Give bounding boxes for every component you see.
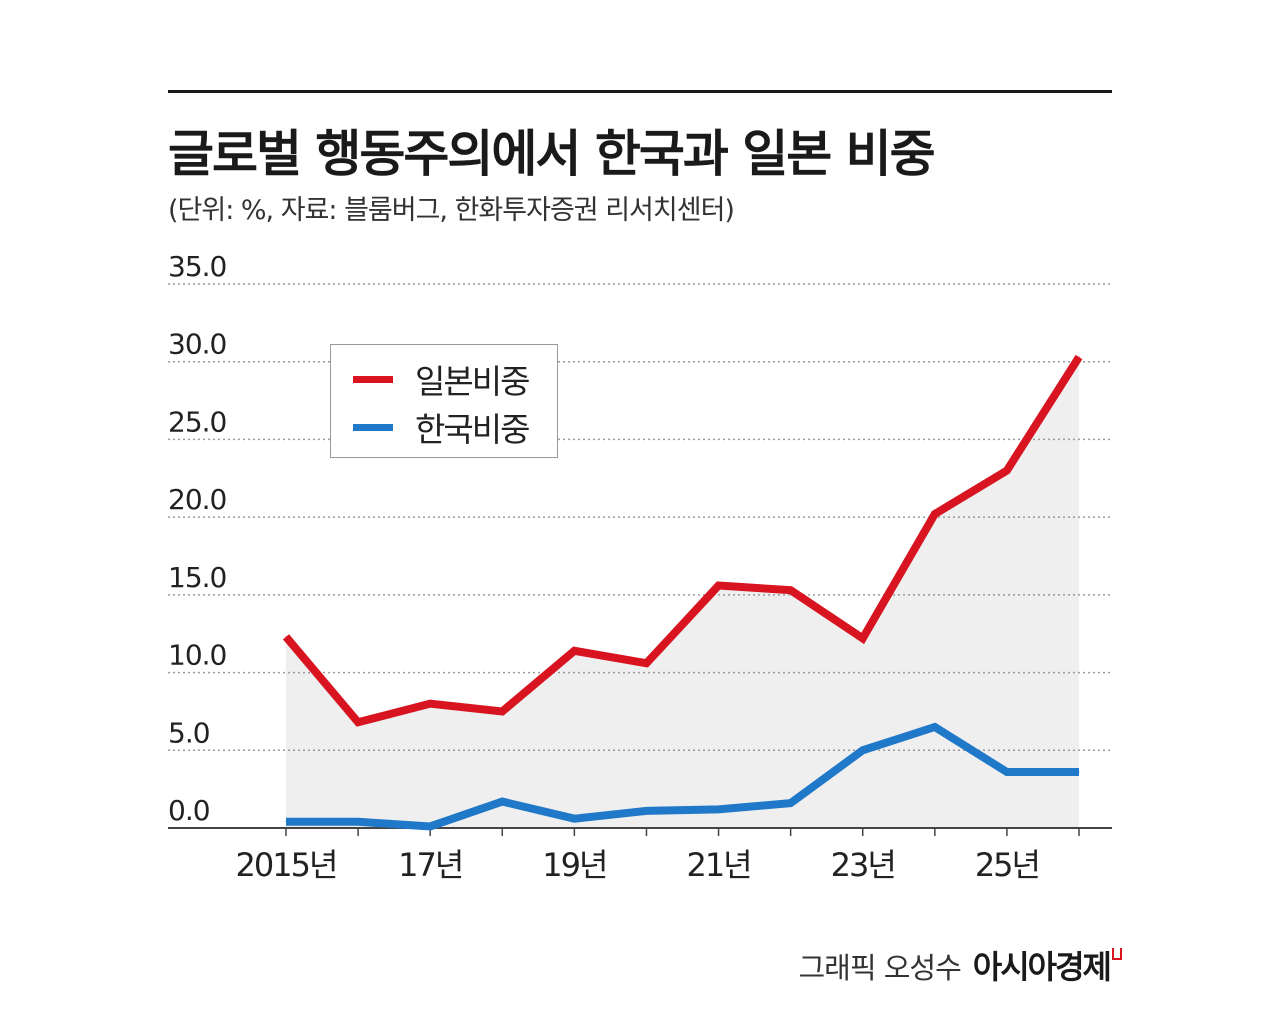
data-point-japan xyxy=(934,513,936,515)
data-point-japan xyxy=(429,703,431,705)
x-tick-label: 25년 xyxy=(975,846,1039,884)
x-tick-label: 21년 xyxy=(686,846,750,884)
chart-subtitle: (단위: %, 자료: 블룸버그, 한화투자증권 리서치센터) xyxy=(168,195,735,226)
data-point-korea xyxy=(429,825,431,827)
x-tick-label: 2015년 xyxy=(236,846,337,884)
legend-item-japan: 일본비중 xyxy=(353,357,530,401)
data-point-japan xyxy=(1078,356,1080,358)
data-point-korea xyxy=(718,808,720,810)
data-point-korea xyxy=(501,801,503,803)
data-point-japan xyxy=(357,721,359,723)
y-tick-label: 35.0 xyxy=(168,250,226,283)
legend-swatch-korea xyxy=(353,423,393,431)
y-tick-label: 0.0 xyxy=(168,794,210,827)
y-tick-label: 20.0 xyxy=(168,483,226,516)
data-point-japan xyxy=(718,585,720,587)
y-tick-label: 5.0 xyxy=(168,716,210,749)
data-point-japan xyxy=(285,636,287,638)
data-point-korea xyxy=(862,749,864,751)
x-tick-label: 23년 xyxy=(831,846,895,884)
data-point-japan xyxy=(1006,470,1008,472)
top-rule xyxy=(168,90,1112,93)
credit-text: 그래픽 오성수 xyxy=(798,951,961,985)
legend-item-korea: 한국비중 xyxy=(353,405,530,449)
series-line-korea xyxy=(286,722,1079,831)
data-point-japan xyxy=(501,710,503,712)
data-point-japan xyxy=(862,637,864,639)
chart-title: 글로벌 행동주의에서 한국과 일본 비중 xyxy=(168,125,936,183)
credit: 그래픽 오성수 아시아경제 xyxy=(798,942,1112,988)
legend-label-japan: 일본비중 xyxy=(415,362,530,401)
legend: 일본비중 한국비중 xyxy=(330,344,558,458)
data-point-japan xyxy=(573,650,575,652)
data-point-korea xyxy=(1078,771,1080,773)
series-line-japan xyxy=(282,354,1083,727)
data-point-korea xyxy=(790,802,792,804)
data-point-korea xyxy=(357,821,359,823)
y-tick-label: 30.0 xyxy=(168,328,226,361)
data-point-japan xyxy=(790,589,792,591)
y-tick-label: 15.0 xyxy=(168,561,226,594)
data-point-korea xyxy=(1006,771,1008,773)
y-tick-label: 25.0 xyxy=(168,405,226,438)
data-point-korea xyxy=(645,810,647,812)
data-point-korea xyxy=(285,821,287,823)
legend-label-korea: 한국비중 xyxy=(415,410,530,449)
publisher-logo-mark-icon xyxy=(1112,948,1122,960)
y-tick-label: 10.0 xyxy=(168,639,226,672)
x-tick-label: 19년 xyxy=(542,846,606,884)
data-point-korea xyxy=(573,818,575,820)
publisher-logo: 아시아경제 xyxy=(972,948,1112,986)
x-tick-label: 17년 xyxy=(398,846,462,884)
data-point-japan xyxy=(645,662,647,664)
data-point-korea xyxy=(934,726,936,728)
legend-swatch-japan xyxy=(353,375,393,383)
